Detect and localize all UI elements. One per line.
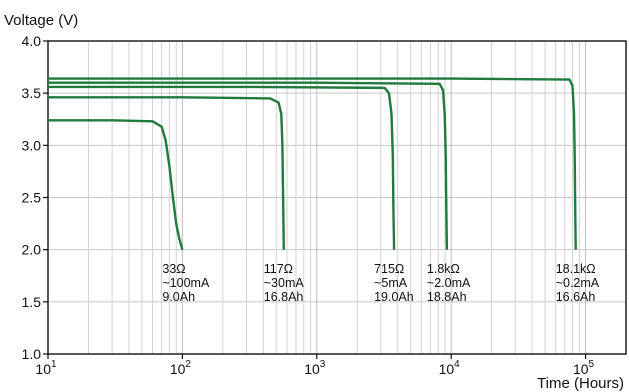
x-tick-exponent: 5 <box>589 359 595 370</box>
series-line-3 <box>48 85 396 250</box>
annotation-line: 16.6Ah <box>556 290 596 304</box>
y-tick-label: 4.0 <box>22 33 42 49</box>
annotation-line: 18.1kΩ <box>556 262 596 276</box>
annotation-line: ~2.0mA <box>427 276 471 290</box>
annotation-line: 1.8kΩ <box>427 262 460 276</box>
annotation-line: ~5mA <box>374 276 408 290</box>
series-group <box>48 77 577 251</box>
x-tick-label: 103 <box>304 359 326 377</box>
annotation-line: 18.8Ah <box>427 290 467 304</box>
x-tick-exponent: 2 <box>185 359 191 370</box>
annotation-line: 9.0Ah <box>162 290 195 304</box>
series-line-5 <box>48 77 577 250</box>
series-line-4 <box>48 81 449 250</box>
y-tick-label: 1.0 <box>22 346 42 362</box>
y-tick-label: 3.0 <box>22 137 42 153</box>
series-line-2 <box>48 96 285 250</box>
annotation-line: ~0.2mA <box>556 276 600 290</box>
x-tick-label: 102 <box>170 359 192 377</box>
x-tick-exponent: 1 <box>51 359 57 370</box>
annotation-line: 33Ω <box>162 262 185 276</box>
annotation-line: 715Ω <box>374 262 404 276</box>
y-tick-label: 1.5 <box>22 294 42 310</box>
annotation-line: 117Ω <box>264 262 293 276</box>
x-tick-exponent: 4 <box>454 359 460 370</box>
x-tick-base: 10 <box>304 361 320 377</box>
x-tick-base: 10 <box>35 361 51 377</box>
grid <box>47 40 627 355</box>
annotation-line: ~30mA <box>264 276 305 290</box>
x-tick-label: 105 <box>573 359 595 377</box>
x-tick-label: 101 <box>35 359 57 377</box>
x-tick-base: 10 <box>170 361 186 377</box>
x-tick-exponent: 3 <box>320 359 326 370</box>
y-tick-label: 2.5 <box>22 190 42 206</box>
annotation-line: 16.8Ah <box>264 290 304 304</box>
y-tick-label: 3.5 <box>22 85 42 101</box>
annotation-line: ~100mA <box>162 276 210 290</box>
series-line-1 <box>48 119 184 251</box>
x-tick-label: 104 <box>439 359 461 377</box>
x-tick-base: 10 <box>573 361 589 377</box>
x-axis-title: Time (Hours) <box>537 375 624 392</box>
y-tick-label: 2.0 <box>22 242 42 258</box>
x-tick-base: 10 <box>439 361 455 377</box>
y-axis-title: Voltage (V) <box>4 12 78 29</box>
annotation-line: 19.0Ah <box>374 290 414 304</box>
